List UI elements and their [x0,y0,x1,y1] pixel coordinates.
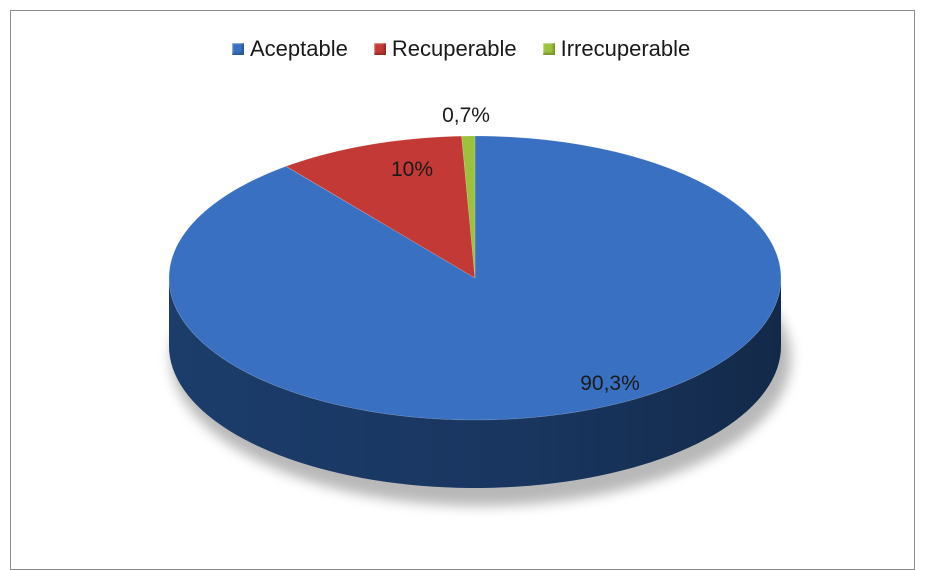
legend-item-aceptable: Aceptable [232,36,348,62]
data-label-irrecuperable: 0,7% [442,104,490,127]
pie-layer: 90,3% 10% 0,7% [168,104,791,506]
legend-label-recuperable: Recuperable [391,36,517,61]
legend-swatch-recuperable [373,43,386,55]
pie-slice-irrecuperable [461,135,476,279]
legend-label-aceptable: Aceptable [250,36,348,61]
pie-slice-aceptable [168,135,782,421]
pie-slice-recuperable [285,135,476,279]
legend-item-irrecuperable: Irrecuperable [542,36,691,62]
legend-swatch-irrecuperable [542,43,555,55]
legend-swatch-aceptable [232,43,244,55]
legend-item-recuperable: Recuperable [373,36,517,62]
legend-label-irrecuperable: Irrecuperable [560,36,691,61]
data-label-recuperable: 10% [391,158,433,181]
legend: Aceptable Recuperable Irrecuperable [232,36,690,62]
pie-side-shade-aceptable [169,278,781,488]
data-label-aceptable: 90,3% [580,372,640,395]
